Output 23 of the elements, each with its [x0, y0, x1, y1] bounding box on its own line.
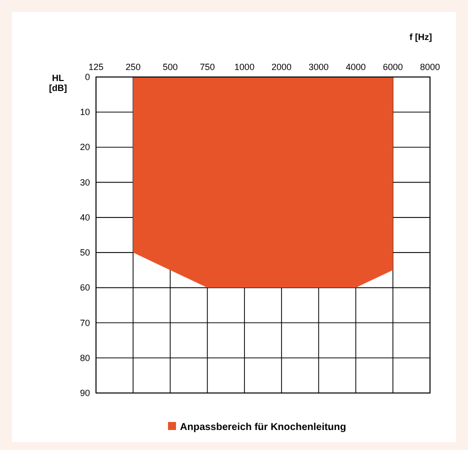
y-axis-title: HL [dB]	[49, 73, 67, 93]
x-tick-label: 8000	[420, 62, 440, 72]
x-tick-label: 6000	[382, 62, 403, 72]
y-tick-label: 30	[80, 177, 90, 188]
y-tick-label: 70	[80, 318, 90, 328]
y-tick-label: 20	[80, 142, 90, 152]
y-tick-label: 50	[80, 248, 90, 258]
legend-label: Anpassbereich für Knochenleitung	[180, 422, 346, 433]
y-tick-label: 60	[80, 282, 90, 293]
y-tick-label: 10	[80, 107, 90, 118]
x-tick-label: 250	[126, 62, 141, 72]
x-tick-label: 500	[162, 62, 178, 72]
x-tick-label: 2000	[272, 62, 292, 72]
x-tick-label: 1000	[234, 62, 254, 72]
y-tick-label: 0	[84, 72, 90, 82]
y-tick-label: 80	[80, 352, 90, 363]
x-tick-label: 4000	[346, 62, 366, 72]
x-tick-label: 3000	[308, 62, 329, 72]
y-tick-label: 90	[80, 388, 90, 398]
x-tick-label: 125	[88, 62, 104, 72]
x-axis-title: f [Hz]	[410, 32, 432, 42]
x-tick-label: 750	[200, 62, 215, 72]
y-tick-label: 40	[80, 212, 90, 222]
